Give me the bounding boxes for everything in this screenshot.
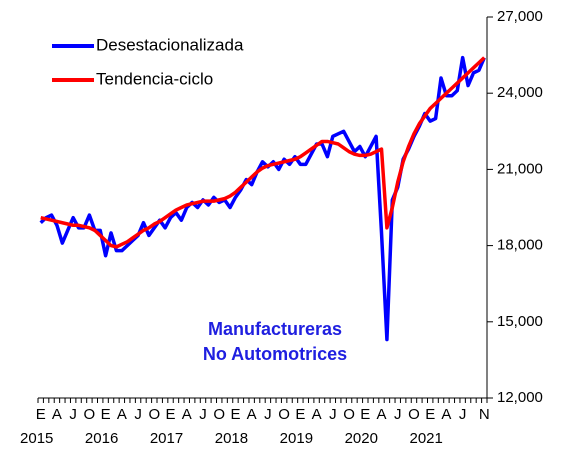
x-tick-label: A (247, 406, 257, 423)
legend-label: Tendencia-ciclo (96, 69, 213, 88)
x-tick-label: J (329, 406, 337, 423)
year-label: 2015 (20, 430, 53, 447)
x-tick-label: E (36, 406, 46, 423)
y-tick-label: 18,000 (497, 237, 543, 254)
x-tick-label: E (230, 406, 240, 423)
y-tick-label: 12,000 (497, 389, 543, 406)
x-tick-label: J (394, 406, 402, 423)
annotation: Manufactureras (208, 319, 342, 339)
x-tick-label: O (84, 406, 96, 423)
year-label: 2021 (410, 430, 443, 447)
annotation: No Automotrices (203, 344, 347, 364)
x-tick-label: N (479, 406, 490, 423)
x-tick-label: E (425, 406, 435, 423)
x-tick-label: E (101, 406, 111, 423)
x-tick-label: J (69, 406, 77, 423)
year-label: 2016 (85, 430, 118, 447)
year-label: 2018 (215, 430, 248, 447)
x-tick-label: A (117, 406, 127, 423)
series-line (39, 55, 486, 342)
x-tick-label: A (182, 406, 192, 423)
year-label: 2017 (150, 430, 183, 447)
x-tick-label: O (408, 406, 420, 423)
x-tick-label: O (343, 406, 355, 423)
legend-label: Desestacionalizada (96, 35, 244, 54)
y-tick-label: 27,000 (497, 8, 543, 25)
year-label: 2020 (345, 430, 378, 447)
y-tick-label: 21,000 (497, 160, 543, 177)
series-line (40, 56, 486, 249)
x-tick-label: J (264, 406, 272, 423)
x-tick-label: J (134, 406, 142, 423)
year-label: 2019 (280, 430, 313, 447)
x-tick-label: J (459, 406, 467, 423)
x-tick-label: J (199, 406, 207, 423)
x-tick-label: A (441, 406, 451, 423)
x-tick-label: O (148, 406, 160, 423)
x-tick-label: E (360, 406, 370, 423)
y-tick-label: 24,000 (497, 84, 543, 101)
x-tick-label: O (278, 406, 290, 423)
x-tick-label: A (312, 406, 322, 423)
x-tick-label: E (295, 406, 305, 423)
y-tick-label: 15,000 (497, 313, 543, 330)
x-tick-label: A (52, 406, 62, 423)
x-tick-label: E (166, 406, 176, 423)
x-tick-label: O (213, 406, 225, 423)
x-tick-label: A (377, 406, 387, 423)
